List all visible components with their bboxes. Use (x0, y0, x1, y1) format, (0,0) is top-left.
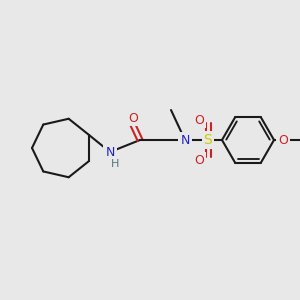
Text: O: O (194, 113, 204, 127)
Text: O: O (278, 134, 288, 146)
Text: N: N (180, 134, 190, 146)
Text: S: S (204, 133, 212, 147)
Text: H: H (111, 159, 119, 169)
Text: O: O (194, 154, 204, 166)
Text: O: O (128, 112, 138, 124)
Text: N: N (105, 146, 115, 158)
